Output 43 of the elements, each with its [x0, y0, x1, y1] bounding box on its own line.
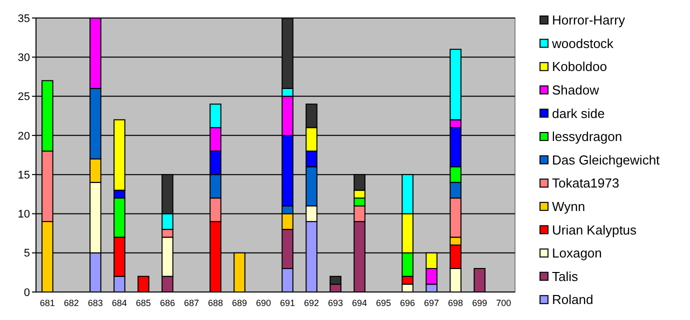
x-tick-label: 698	[448, 298, 464, 308]
y-tick-label: 25	[18, 91, 30, 104]
y-tick-label: 15	[18, 169, 30, 182]
legend-label: Urian Kalyptus	[552, 222, 638, 238]
y-tick-label: 5	[24, 248, 30, 260]
legend-label: Koboldoo	[552, 59, 607, 74]
x-tick-label: 681	[40, 298, 55, 308]
y-tick-label: 0	[24, 286, 30, 299]
x-tick-label: 691	[280, 298, 296, 308]
bar	[474, 268, 486, 292]
x-tick-label: 685	[136, 298, 151, 308]
x-tick-label: 692	[304, 298, 320, 308]
legend-label: lessydragon	[552, 129, 622, 144]
legend-label: Shadow	[552, 82, 600, 98]
y-tick-label: 10	[18, 208, 30, 221]
x-tick-label: 689	[232, 298, 247, 308]
x-tick-label: 695	[376, 298, 392, 308]
y-tick-label: 35	[18, 12, 30, 25]
x-tick-label: 688	[208, 298, 223, 308]
legend-label: Wynn	[552, 198, 586, 214]
y-tick-label: 30	[18, 52, 30, 64]
legend-label: Tokata1973	[552, 176, 620, 191]
legend-label: Loxagon	[552, 246, 602, 261]
x-tick-label: 699	[472, 298, 488, 308]
x-tick-label: 696	[400, 298, 416, 308]
x-tick-label: 686	[160, 298, 175, 308]
x-tick-label: 694	[352, 298, 368, 308]
y-tick-label: 20	[18, 130, 30, 142]
x-tick-label: 687	[184, 298, 199, 308]
bar	[138, 276, 150, 292]
legend-label: Das Gleichgewicht	[552, 152, 660, 168]
x-tick-label: 693	[328, 298, 344, 308]
x-tick-label: 682	[64, 298, 79, 308]
legend-label: Roland	[552, 292, 594, 308]
legend-label: Talis	[552, 268, 579, 284]
x-tick-label: 690	[256, 298, 272, 308]
x-tick-label: 683	[88, 298, 103, 308]
legend-label: Horror-Harry	[552, 12, 626, 28]
x-tick-label: 697	[424, 298, 440, 308]
legend-label: woodstock	[551, 36, 614, 51]
x-tick-label: 684	[112, 298, 127, 308]
legend-label: dark side	[552, 106, 605, 121]
x-tick-label: 700	[496, 298, 512, 308]
